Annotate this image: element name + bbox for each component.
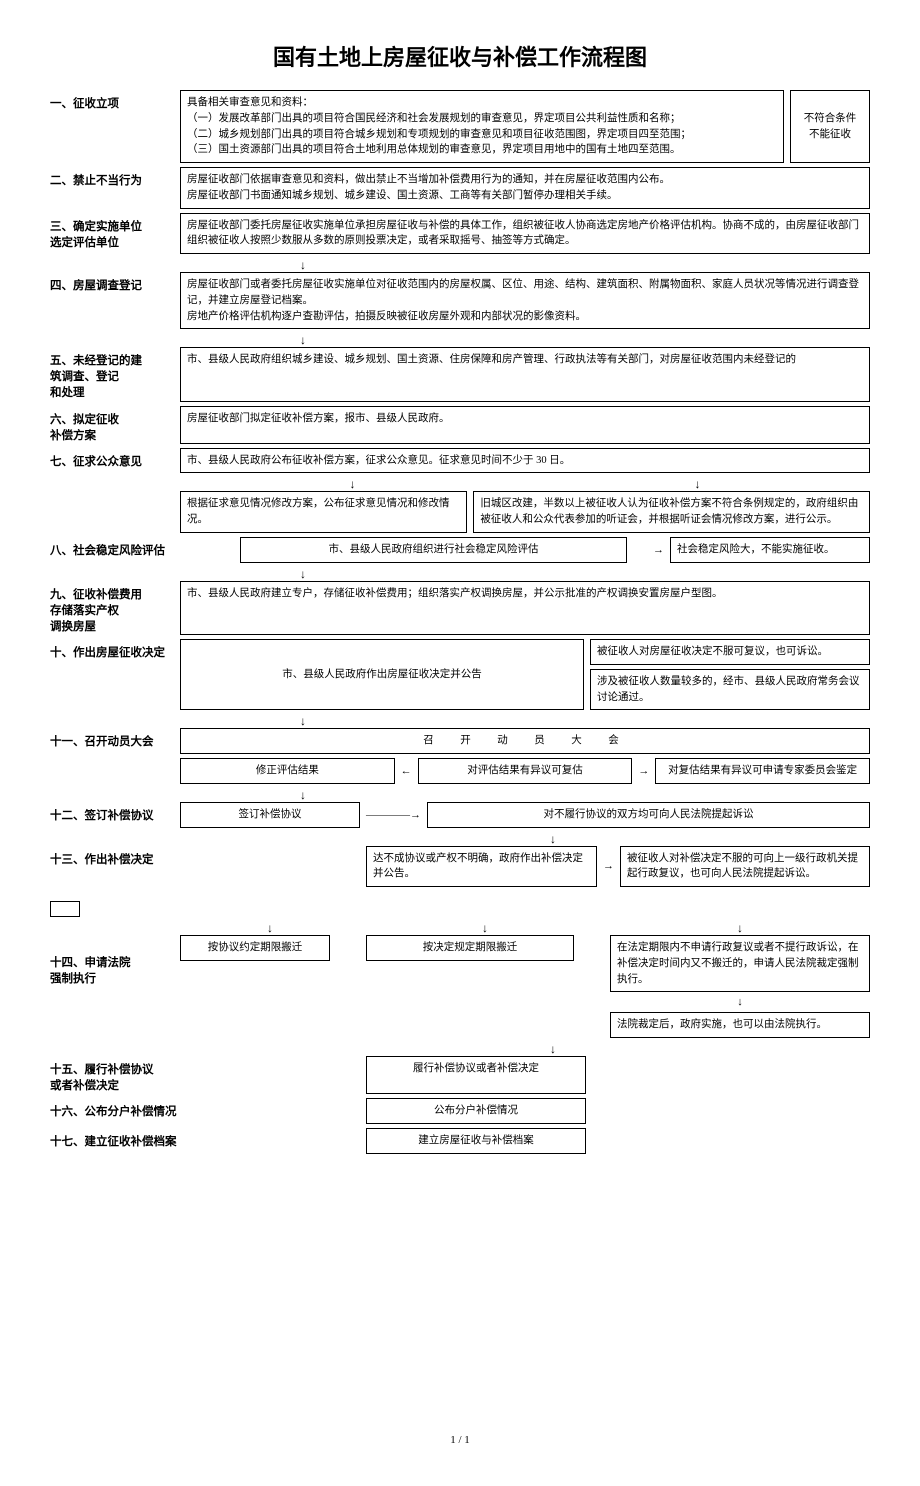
- arrow-right-icon-4: →: [603, 860, 614, 872]
- arrow-11-12: [180, 788, 870, 802]
- arrow-14-15: [430, 1042, 870, 1056]
- step-16-box: 公布分户补偿情况: [366, 1098, 586, 1124]
- arrow-right-icon-3: ————→: [366, 809, 421, 821]
- arrow-13-14: ↓↓↓: [180, 921, 870, 935]
- arrow-left-icon: ←: [401, 765, 412, 777]
- step-10-main-box: 市、县级人民政府作出房屋征收决定并公告: [180, 639, 584, 710]
- step-3-box: 房屋征收部门委托房屋征收实施单位承担房屋征收与补偿的具体工作，组织被征收人协商选…: [180, 213, 870, 255]
- arrow-3-4: [180, 258, 870, 272]
- step-9-label: 九、征收补偿费用 存储落实产权 调换房屋: [50, 581, 180, 635]
- arrow-right-icon: →: [653, 544, 664, 556]
- step-13-row: 十三、作出补偿决定 达不成协议或产权不明确，政府作出补偿决定并公告。 → 被征收…: [50, 846, 870, 888]
- arrow-12-13: [430, 832, 870, 846]
- step-10-r1-box: 被征收人对房屋征收决定不服可复议，也可诉讼。: [590, 639, 870, 665]
- step-1-row: 一、征收立项 具备相关审查意见和资料： （一）发展改革部门出具的项目符合国民经济…: [50, 90, 870, 163]
- step-17-box: 建立房屋征收与补偿档案: [366, 1128, 586, 1154]
- step-8-right-box: 旧城区改建，半数以上被征收人认为征收补偿方案不符合条例规定的，政府组织由被征收人…: [473, 491, 870, 533]
- step-15-box: 履行补偿协议或者补偿决定: [366, 1056, 586, 1094]
- step-6-row: 六、拟定征收 补偿方案 房屋征收部门拟定征收补偿方案，报市、县级人民政府。: [50, 406, 870, 444]
- step-16-row: 十六、公布分户补偿情况 公布分户补偿情况: [50, 1098, 870, 1124]
- step-9-box: 市、县级人民政府建立专户，存储征收补偿费用；组织落实产权调换房屋，并公示批准的产…: [180, 581, 870, 635]
- step-13-label: 十三、作出补偿决定: [50, 846, 180, 888]
- step-8-label: 八、社会稳定风险评估: [50, 537, 180, 563]
- step-8-risk-box: 社会稳定风险大，不能实施征收。: [670, 537, 870, 563]
- step-6-box: 房屋征收部门拟定征收补偿方案，报市、县级人民政府。: [180, 406, 870, 444]
- step-13-main-box: 达不成协议或产权不明确，政府作出补偿决定并公告。: [366, 846, 597, 888]
- step-7-row: 七、征求公众意见 市、县级人民政府公布征收补偿方案，征求公众意见。征求意见时间不…: [50, 448, 870, 474]
- page-title: 国有土地上房屋征收与补偿工作流程图: [50, 40, 870, 72]
- step-14-label: 十四、申请法院 强制执行: [50, 935, 180, 1038]
- step-9-row: 九、征收补偿费用 存储落实产权 调换房屋 市、县级人民政府建立专户，存储征收补偿…: [50, 581, 870, 635]
- step-7-label: 七、征求公众意见: [50, 448, 180, 474]
- step-11-row: 十一、召开动员大会 召 开 动 员 大 会 修正评估结果 ← 对评估结果有异议可…: [50, 728, 870, 784]
- step-8-pre-row: 根据征求意见情况修改方案，公布征求意见情况和修改情况。 旧城区改建，半数以上被征…: [50, 491, 870, 533]
- step-11-c-box: 对复估结果有异议可申请专家委员会鉴定: [655, 758, 870, 784]
- step-14-a-box: 按协议约定期限搬迁: [180, 935, 330, 961]
- arrow-4-5: [180, 333, 870, 347]
- step-8-mid-box: 市、县级人民政府组织进行社会稳定风险评估: [240, 537, 627, 563]
- step-10-row: 十、作出房屋征收决定 市、县级人民政府作出房屋征收决定并公告 被征收人对房屋征收…: [50, 639, 870, 710]
- empty-checkbox: [50, 901, 870, 917]
- step-11-b-box: 对评估结果有异议可复估: [418, 758, 633, 784]
- step-4-row: 四、房屋调查登记 房屋征收部门或者委托房屋征收实施单位对征收范围内的房屋权属、区…: [50, 272, 870, 329]
- step-12-main-box: 签订补偿协议: [180, 802, 360, 828]
- step-10-r2-box: 涉及被征收人数量较多的，经市、县级人民政府常务会议讨论通过。: [590, 669, 870, 711]
- arrow-10-11: [180, 714, 870, 728]
- step-5-box: 市、县级人民政府组织城乡建设、城乡规划、国土资源、住房保障和房产管理、行政执法等…: [180, 347, 870, 401]
- step-5-row: 五、未经登记的建 筑调查、登记 和处理 市、县级人民政府组织城乡建设、城乡规划、…: [50, 347, 870, 401]
- step-3-row: 三、确定实施单位 选定评估单位 房屋征收部门委托房屋征收实施单位承担房屋征收与补…: [50, 213, 870, 255]
- step-3-label: 三、确定实施单位 选定评估单位: [50, 213, 180, 255]
- arrow-8-9: [180, 567, 870, 581]
- step-17-row: 十七、建立征收补偿档案 建立房屋征收与补偿档案: [50, 1128, 870, 1154]
- step-14-d-box: 法院裁定后，政府实施，也可以由法院执行。: [610, 1012, 870, 1038]
- step-11-main-box: 召 开 动 员 大 会: [180, 728, 870, 754]
- step-12-label: 十二、签订补偿协议: [50, 802, 180, 828]
- step-12-r-box: 对不履行协议的双方均可向人民法院提起诉讼: [427, 802, 870, 828]
- step-6-label: 六、拟定征收 补偿方案: [50, 406, 180, 444]
- step-1-reject-box: 不符合条件 不能征收: [790, 90, 870, 163]
- step-11-a-box: 修正评估结果: [180, 758, 395, 784]
- step-4-box: 房屋征收部门或者委托房屋征收实施单位对征收范围内的房屋权属、区位、用途、结构、建…: [180, 272, 870, 329]
- step-2-label: 二、禁止不当行为: [50, 167, 180, 209]
- step-4-label: 四、房屋调查登记: [50, 272, 180, 329]
- step-15-row: 十五、履行补偿协议 或者补偿决定 履行补偿协议或者补偿决定: [50, 1056, 870, 1094]
- step-16-label: 十六、公布分户补偿情况: [50, 1098, 180, 1124]
- arrow-down-icon: ↓: [610, 996, 870, 1008]
- arrow-7-8: ↓↓: [180, 477, 870, 491]
- step-14-b-box: 按决定规定期限搬迁: [366, 935, 574, 961]
- step-10-label: 十、作出房屋征收决定: [50, 639, 180, 710]
- step-1-main-box: 具备相关审查意见和资料： （一）发展改革部门出具的项目符合国民经济和社会发展规划…: [180, 90, 784, 163]
- step-8-left-box: 根据征求意见情况修改方案，公布征求意见情况和修改情况。: [180, 491, 467, 533]
- step-1-label: 一、征收立项: [50, 90, 180, 163]
- step-11-label: 十一、召开动员大会: [50, 728, 180, 784]
- step-2-box: 房屋征收部门依据审查意见和资料，做出禁止不当增加补偿费用行为的通知，并在房屋征收…: [180, 167, 870, 209]
- step-15-label: 十五、履行补偿协议 或者补偿决定: [50, 1056, 180, 1094]
- step-14-c-box: 在法定期限内不申请行政复议或者不提行政诉讼，在补偿决定时间内又不搬迁的，申请人民…: [610, 935, 870, 992]
- step-5-label: 五、未经登记的建 筑调查、登记 和处理: [50, 347, 180, 401]
- step-2-row: 二、禁止不当行为 房屋征收部门依据审查意见和资料，做出禁止不当增加补偿费用行为的…: [50, 167, 870, 209]
- step-13-r-box: 被征收人对补偿决定不服的可向上一级行政机关提起行政复议，也可向人民法院提起诉讼。: [620, 846, 870, 888]
- step-17-label: 十七、建立征收补偿档案: [50, 1128, 180, 1154]
- step-7-box: 市、县级人民政府公布征收补偿方案，征求公众意见。征求意见时间不少于 30 日。: [180, 448, 870, 474]
- page-footer: 1 / 1: [50, 1434, 870, 1446]
- step-8-row: 八、社会稳定风险评估 市、县级人民政府组织进行社会稳定风险评估 → 社会稳定风险…: [50, 537, 870, 563]
- step-12-row: 十二、签订补偿协议 签订补偿协议 ————→ 对不履行协议的双方均可向人民法院提…: [50, 802, 870, 828]
- arrow-right-icon-2: →: [638, 765, 649, 777]
- step-14-row: 十四、申请法院 强制执行 按协议约定期限搬迁 按决定规定期限搬迁 在法定期限内不…: [50, 935, 870, 1038]
